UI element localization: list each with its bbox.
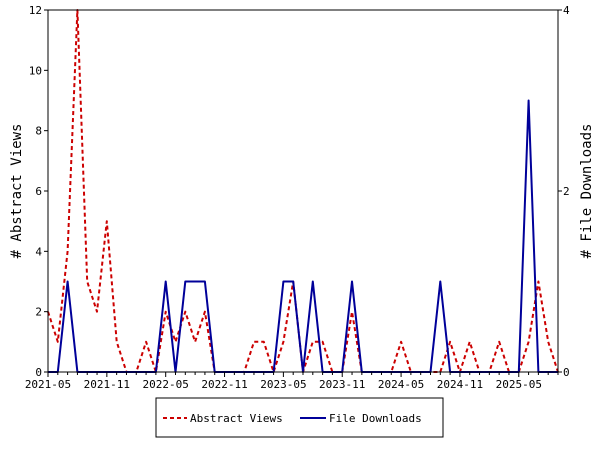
y-right-tick-label: 2: [563, 185, 570, 198]
legend-box: [155, 397, 444, 438]
x-tick-label: 2024-11: [437, 378, 483, 391]
legend-label-file-downloads: File Downloads: [329, 412, 422, 425]
legend-label-abstract-views: Abstract Views: [190, 412, 283, 425]
x-tick-label: 2022-05: [143, 378, 189, 391]
x-tick-label: 2025-05: [496, 378, 542, 391]
y-left-tick-label: 2: [35, 306, 42, 319]
y-left-tick-label: 8: [35, 125, 42, 138]
x-tick-label: 2023-11: [319, 378, 365, 391]
y-left-tick-label: 6: [35, 185, 42, 198]
y-left-tick-label: 10: [29, 64, 42, 77]
y-left-tick-label: 0: [35, 366, 42, 379]
x-tick-label: 2023-05: [260, 378, 306, 391]
x-tick-label: 2021-11: [84, 378, 130, 391]
y-axis-left-title: # Abstract Views: [9, 124, 25, 259]
plot-area: [48, 10, 558, 372]
x-tick-label: 2022-11: [201, 378, 247, 391]
y-left-tick-label: 12: [29, 4, 42, 17]
axes-layer: 0 2 4 6 8 10 12 0 2 4 2021-05 2021-11 2022-05 2022-11…: [25, 4, 570, 391]
y-axis-right-title: # File Downloads: [579, 124, 595, 259]
y-right-tick-label: 0: [563, 366, 570, 379]
y-left-tick-label: 4: [35, 245, 42, 258]
legend: Abstract Views File Downloads: [155, 397, 444, 438]
x-tick-label: 2024-05: [378, 378, 424, 391]
x-tick-label: 2021-05: [25, 378, 71, 391]
plot-background: [48, 10, 558, 372]
y-right-tick-label: 4: [563, 4, 570, 17]
